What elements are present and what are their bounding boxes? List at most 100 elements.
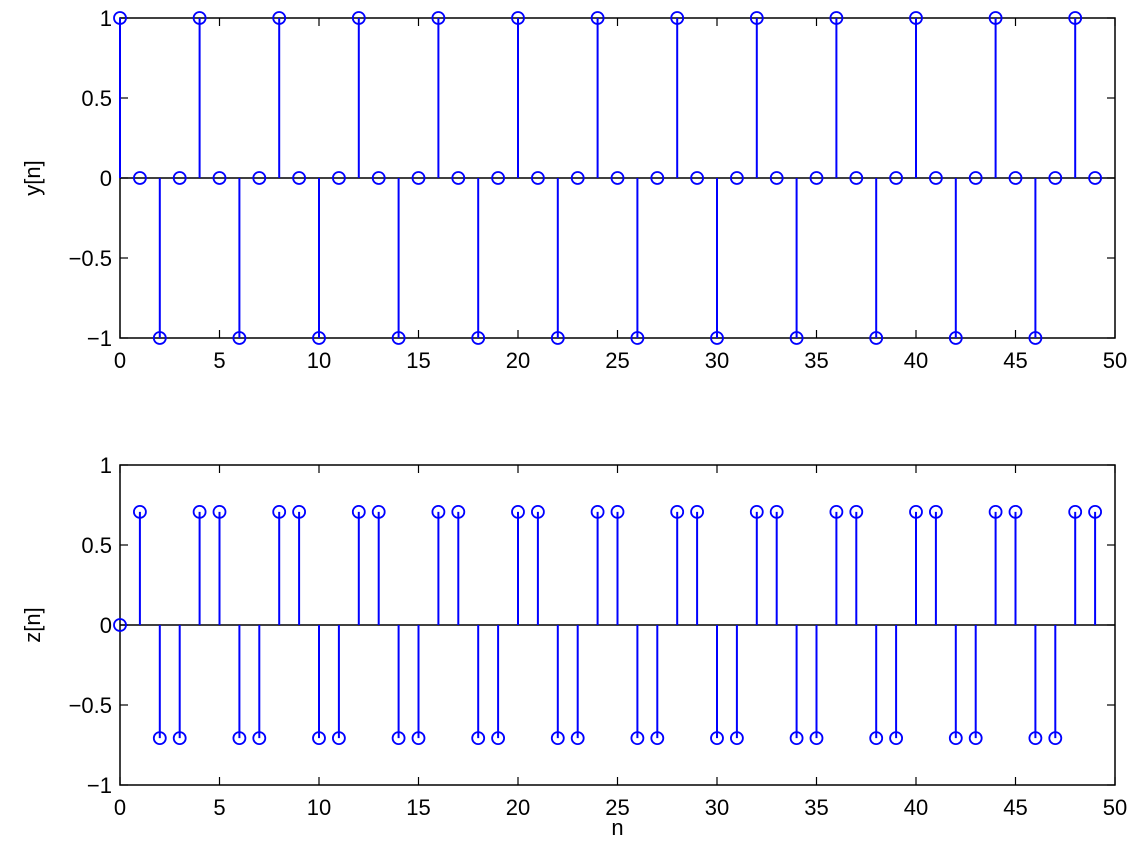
stem-marker [1048, 171, 1063, 185]
stem-marker [550, 331, 565, 345]
x-tick-label: 5 [213, 348, 225, 373]
stem-marker [610, 504, 625, 519]
x-tick-label: 25 [605, 348, 629, 373]
stem-marker [252, 731, 267, 746]
stem-marker [351, 11, 366, 25]
stem-marker [570, 171, 585, 185]
stem-marker [829, 504, 844, 519]
y-axis-label: y[n] [20, 160, 45, 195]
stem-marker [809, 731, 824, 746]
stem-marker [929, 171, 943, 185]
x-tick-label: 40 [904, 348, 928, 373]
stem-marker [630, 331, 645, 345]
y-axis-label: z[n] [20, 607, 45, 642]
stem-marker [371, 504, 386, 519]
stem-marker [331, 171, 346, 185]
stem-marker [948, 331, 963, 345]
x-tick-label: 5 [213, 795, 225, 820]
stem-marker [331, 731, 346, 746]
stem-marker [670, 11, 685, 25]
stem-marker [630, 731, 645, 746]
z-stem-plot: 0 5 10 15 20 25 30 35 40 45 50 −1 −0.5 0 0.5 1 z[n] n [20, 453, 1127, 840]
stem-marker [212, 504, 227, 519]
x-tick-label: 35 [804, 348, 828, 373]
stem-marker [1008, 171, 1023, 185]
stem-marker [312, 331, 326, 345]
y-tick-label: −0.5 [69, 693, 112, 718]
stem-marker [292, 504, 307, 519]
stem-marker [749, 11, 764, 25]
stem-marker [192, 11, 207, 25]
stem-marker [710, 731, 724, 746]
stem-marker [451, 504, 466, 519]
y-tick-label: 1 [100, 453, 112, 478]
x-tick-label: 30 [705, 348, 729, 373]
y-tick-label: −1 [87, 326, 112, 351]
stem-marker [929, 504, 943, 519]
stem-marker [411, 171, 426, 185]
stem-marker [550, 731, 565, 746]
x-tick-label: 10 [307, 348, 331, 373]
x-tick-label: 35 [804, 795, 828, 820]
stem-marker [531, 504, 545, 519]
stem-marker [212, 171, 227, 185]
stem-marker [292, 171, 307, 185]
stem-marker [1048, 731, 1063, 746]
stem-marker [172, 731, 187, 746]
x-tick-label: 0 [114, 348, 126, 373]
stem-marker [451, 171, 466, 185]
y-tick-label: 0 [100, 166, 112, 191]
stem-marker [1028, 731, 1043, 746]
y-tick-label: 1 [100, 6, 112, 31]
x-tick-label: 15 [406, 348, 430, 373]
stem-marker [471, 731, 486, 746]
stem-marker [769, 504, 784, 519]
stem-marker [1028, 331, 1043, 345]
stem-marker [1088, 171, 1102, 185]
stem-marker [889, 171, 903, 185]
stem-marker [590, 504, 605, 519]
x-tick-label: 45 [1003, 348, 1027, 373]
stem-marker [232, 331, 247, 345]
stem-marker [272, 504, 287, 519]
stem-marker [511, 11, 525, 25]
stem-marker [152, 331, 167, 345]
stem-marker [849, 504, 864, 519]
y-tick-label: −1 [87, 773, 112, 798]
stem-marker [869, 331, 884, 345]
stem-marker [113, 11, 127, 25]
stem-marker [391, 331, 406, 345]
stem-marker [849, 171, 864, 185]
stem-marker [650, 171, 665, 185]
stem-marker [789, 731, 804, 746]
stem-marker [252, 171, 267, 185]
x-tick-label: 10 [307, 795, 331, 820]
stem-marker [351, 504, 366, 519]
x-axis-label: n [611, 815, 623, 840]
stem-marker [391, 731, 406, 746]
x-tick-label: 40 [904, 795, 928, 820]
stem-marker [1068, 504, 1083, 519]
stem-marker [371, 171, 386, 185]
stem-marker [909, 11, 923, 25]
stem-marker [192, 504, 207, 519]
stem-marker [690, 171, 704, 185]
x-tick-label: 25 [605, 795, 629, 820]
x-tick-label: 50 [1103, 348, 1127, 373]
stem-marker [312, 731, 326, 746]
stem-marker [1068, 11, 1083, 25]
y-tick-label: −0.5 [69, 246, 112, 271]
stem-marker [948, 731, 963, 746]
stem-marker [610, 171, 625, 185]
x-tick-label: 30 [705, 795, 729, 820]
stem-marker [968, 731, 983, 746]
stem-marker [909, 504, 923, 519]
stem-marker [749, 504, 764, 519]
stem-marker [789, 331, 804, 345]
stem-marker [272, 11, 287, 25]
stem-marker [590, 11, 605, 25]
stem-marker [132, 171, 147, 185]
stem-marker [570, 731, 585, 746]
x-tick-label: 20 [506, 348, 530, 373]
